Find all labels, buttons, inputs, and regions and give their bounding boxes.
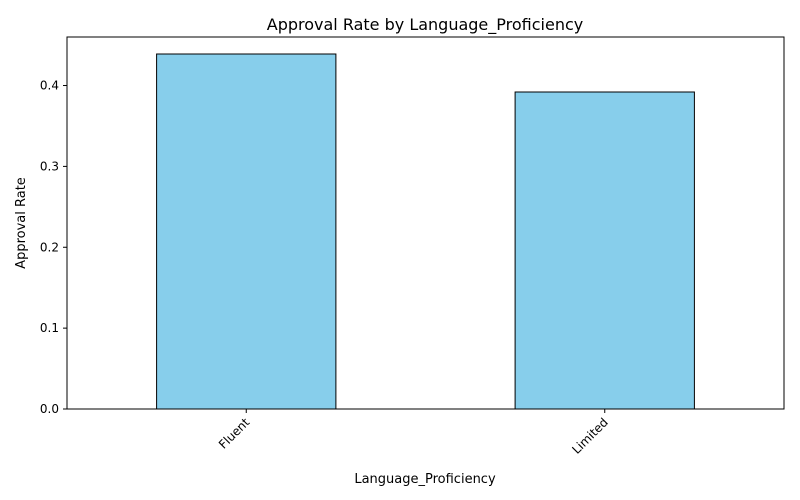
- y-tick-label: 0.0: [40, 402, 59, 416]
- x-tick-label: Limited: [569, 415, 611, 457]
- chart-title: Approval Rate by Language_Proficiency: [267, 15, 583, 35]
- bar-fluent: [156, 53, 337, 410]
- y-axis-label: Approval Rate: [14, 177, 29, 269]
- bar-limited: [514, 91, 695, 410]
- x-axis-label: Language_Proficiency: [354, 472, 496, 487]
- y-tick-label: 0.1: [40, 321, 59, 335]
- bars-group: [156, 53, 695, 410]
- y-tick-label: 0.2: [40, 240, 59, 254]
- x-axis-ticks: Fluent Limited: [216, 409, 611, 457]
- x-tick-label: Fluent: [216, 415, 253, 452]
- y-tick-label: 0.4: [40, 79, 59, 93]
- y-tick-label: 0.3: [40, 159, 59, 173]
- y-axis-ticks: 0.0 0.1 0.2 0.3 0.4: [40, 79, 67, 416]
- plot-frame: [66, 36, 785, 410]
